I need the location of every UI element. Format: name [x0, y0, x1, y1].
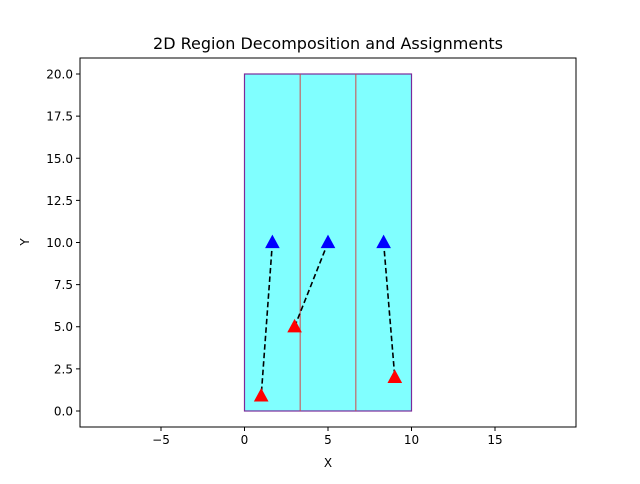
y-tick-label-4: 7.5 [54, 278, 73, 292]
x-tick-label-2: 0 [241, 433, 249, 447]
assignment-line-2 [293, 242, 329, 328]
assignment-line-3 [382, 242, 396, 378]
y-tick-label-9: 20.0 [46, 68, 73, 82]
assignment-line-1 [260, 242, 274, 396]
x-tick-label-5: 15 [487, 433, 502, 447]
y-tick-label-5: 10.0 [46, 236, 73, 250]
red-marker-2 [287, 318, 302, 333]
y-axis-label: Y [18, 238, 32, 247]
y-tick-label-3: 5.0 [54, 320, 73, 334]
y-tick-label-2: 2.5 [54, 362, 73, 376]
chart-title: 2D Region Decomposition and Assignments [153, 34, 503, 53]
axes-layer: −5 0 5 10 15 0.0 2.5 5.0 7.5 10.0 12.5 15.0 17.5 20.0 [46, 57, 577, 447]
x-tick-label-3: 5 [324, 433, 332, 447]
red-marker-1 [253, 387, 269, 402]
x-tick-label-4: 10 [404, 433, 419, 447]
y-tick-label-7: 15.0 [46, 152, 73, 166]
x-axis-label: X [324, 456, 332, 470]
blue-marker-2 [320, 234, 336, 249]
y-tick-label-1: 0.0 [54, 404, 73, 418]
blue-marker-1 [265, 234, 280, 249]
y-tick-label-8: 17.5 [46, 110, 73, 124]
x-tick-label-1: −5 [152, 433, 170, 447]
red-marker-3 [387, 369, 403, 383]
y-tick-label-6: 12.5 [46, 194, 73, 208]
blue-marker-3 [376, 234, 391, 249]
plot-layer [243, 73, 413, 412]
